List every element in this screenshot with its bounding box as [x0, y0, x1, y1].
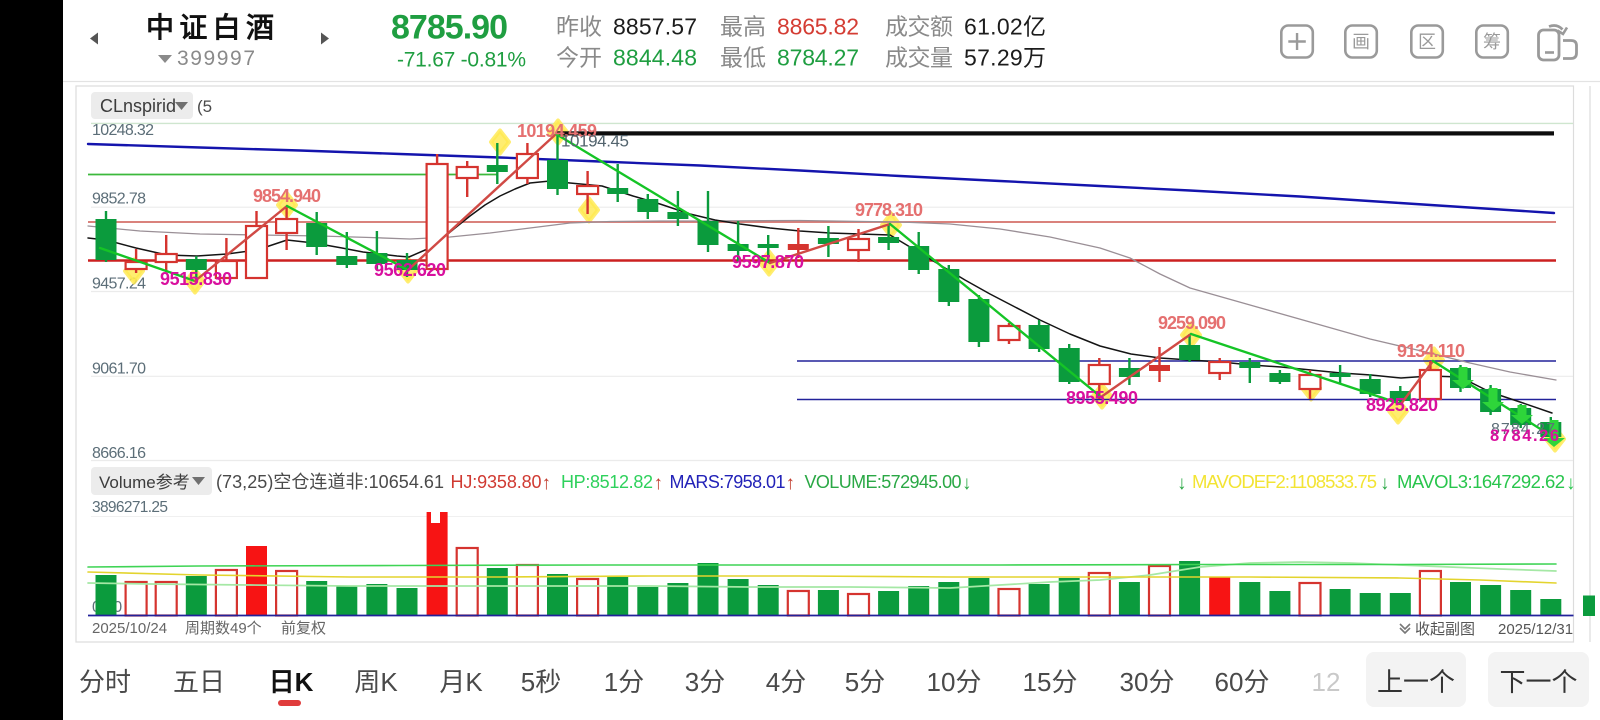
- svg-text:61.02亿: 61.02亿: [964, 14, 1046, 40]
- svg-text:-71.67 -0.81%: -71.67 -0.81%: [397, 49, 526, 72]
- svg-text:8844.48: 8844.48: [613, 45, 697, 71]
- svg-text:↓: ↓: [962, 473, 972, 494]
- svg-text:3896271.25: 3896271.25: [92, 499, 168, 516]
- svg-text:10分: 10分: [927, 667, 982, 697]
- svg-text:↓: ↓: [1566, 473, 1576, 494]
- svg-text:五日: 五日: [173, 667, 225, 697]
- svg-text:10248.32: 10248.32: [92, 122, 154, 139]
- svg-text:HJ:9358.80: HJ:9358.80: [451, 472, 542, 492]
- svg-text:2025/10/24: 2025/10/24: [92, 620, 167, 637]
- svg-text:57.29万: 57.29万: [964, 45, 1046, 71]
- svg-text:5秒: 5秒: [521, 667, 561, 697]
- svg-text:5分: 5分: [845, 667, 885, 697]
- svg-text:9515.830: 9515.830: [160, 269, 232, 289]
- svg-text:399997: 399997: [177, 47, 255, 70]
- svg-text:↑: ↑: [654, 473, 664, 494]
- svg-text:(73,25)空仓连道非:10654.61: (73,25)空仓连道非:10654.61: [216, 472, 444, 492]
- svg-text:区: 区: [1418, 32, 1436, 52]
- svg-text:周期数49个: 周期数49个: [185, 620, 262, 637]
- svg-text:9778.310: 9778.310: [855, 200, 923, 220]
- svg-text:(5: (5: [197, 97, 212, 116]
- svg-text:前复权: 前复权: [281, 619, 326, 637]
- svg-text:10194.459: 10194.459: [517, 121, 597, 141]
- svg-text:9134.110: 9134.110: [1397, 341, 1465, 361]
- svg-text:↑: ↑: [786, 473, 796, 494]
- svg-text:60分: 60分: [1215, 667, 1270, 697]
- svg-text:8925.820: 8925.820: [1366, 395, 1438, 415]
- svg-text:9259.090: 9259.090: [1158, 313, 1226, 333]
- svg-text:日K: 日K: [269, 667, 314, 697]
- svg-text:2025/12/31: 2025/12/31: [1498, 621, 1573, 638]
- svg-text:今开: 今开: [556, 45, 602, 71]
- svg-text:9852.78: 9852.78: [92, 191, 146, 208]
- svg-text:VOLUME:572945.00: VOLUME:572945.00: [805, 472, 962, 492]
- svg-text:昨收: 昨收: [556, 14, 602, 40]
- svg-text:MARS:7958.01: MARS:7958.01: [670, 472, 786, 492]
- svg-text:收起副图: 收起副图: [1415, 621, 1475, 638]
- svg-text:筹: 筹: [1483, 32, 1501, 52]
- svg-text:8784.26: 8784.26: [1490, 427, 1559, 445]
- svg-text:1分: 1分: [604, 667, 644, 697]
- svg-text:Volume参考: Volume参考: [99, 473, 190, 492]
- svg-text:8857.57: 8857.57: [613, 14, 697, 40]
- svg-text:↑: ↑: [542, 473, 552, 494]
- svg-text:8784.27: 8784.27: [777, 45, 859, 71]
- svg-text:下一个: 下一个: [1499, 667, 1577, 697]
- svg-text:MAVODEF2:1108533.75: MAVODEF2:1108533.75: [1192, 471, 1377, 492]
- svg-text:9597.870: 9597.870: [732, 252, 804, 272]
- svg-text:30分: 30分: [1120, 667, 1175, 697]
- svg-text:9061.70: 9061.70: [92, 361, 146, 378]
- svg-text:8865.82: 8865.82: [777, 14, 859, 40]
- svg-text:周K: 周K: [354, 667, 398, 697]
- svg-text:9854.940: 9854.940: [253, 186, 321, 206]
- svg-text:上一个: 上一个: [1377, 667, 1455, 697]
- svg-text:画: 画: [1352, 32, 1370, 52]
- svg-text:最高: 最高: [720, 14, 766, 40]
- svg-text:9562.620: 9562.620: [374, 260, 446, 280]
- svg-text:↓: ↓: [1380, 473, 1390, 494]
- svg-text:成交额: 成交额: [885, 14, 953, 40]
- svg-text:HP:8512.82: HP:8512.82: [561, 472, 653, 492]
- svg-text:分时: 分时: [79, 667, 131, 697]
- svg-text:CLnspirid: CLnspirid: [100, 96, 176, 116]
- svg-text:最低: 最低: [720, 45, 766, 71]
- svg-text:15分: 15分: [1023, 667, 1078, 697]
- svg-text:4分: 4分: [766, 667, 806, 697]
- svg-text:8666.16: 8666.16: [92, 445, 146, 462]
- svg-text:3分: 3分: [685, 667, 725, 697]
- svg-text:MAVOL3:1647292.62: MAVOL3:1647292.62: [1397, 471, 1565, 492]
- svg-text:8785.90: 8785.90: [391, 9, 508, 47]
- svg-text:月K: 月K: [439, 667, 483, 697]
- svg-text:8955.490: 8955.490: [1066, 388, 1138, 408]
- svg-text:↓: ↓: [1177, 473, 1187, 494]
- svg-text:成交量: 成交量: [885, 45, 953, 71]
- svg-text:10194.45: 10194.45: [561, 132, 629, 151]
- svg-text:8784.27: 8784.27: [1491, 421, 1555, 438]
- svg-text:12: 12: [1312, 667, 1341, 697]
